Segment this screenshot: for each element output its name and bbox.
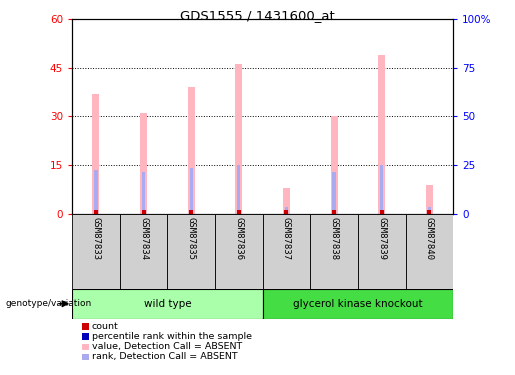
Text: rank, Detection Call = ABSENT: rank, Detection Call = ABSENT — [92, 352, 237, 362]
Bar — [235, 64, 243, 214]
Text: GSM87836: GSM87836 — [234, 217, 243, 261]
Text: GSM87840: GSM87840 — [425, 217, 434, 261]
Bar — [331, 116, 338, 214]
Bar — [92, 93, 99, 214]
Point — [425, 209, 434, 215]
Text: GSM87834: GSM87834 — [139, 217, 148, 261]
Text: count: count — [92, 322, 118, 331]
Point — [140, 209, 148, 215]
Bar — [426, 184, 433, 214]
Bar — [263, 289, 453, 319]
Bar — [285, 207, 288, 214]
Bar — [215, 214, 263, 289]
Point — [377, 209, 386, 215]
Bar — [190, 168, 193, 214]
Bar — [358, 214, 405, 289]
Bar — [187, 87, 195, 214]
Text: GSM87833: GSM87833 — [92, 217, 100, 261]
Bar — [72, 289, 263, 319]
Text: value, Detection Call = ABSENT: value, Detection Call = ABSENT — [92, 342, 242, 351]
Point — [92, 209, 100, 215]
Bar — [333, 171, 336, 214]
Bar — [263, 214, 310, 289]
Text: GSM87839: GSM87839 — [377, 217, 386, 261]
Bar — [378, 54, 385, 214]
Point — [282, 209, 290, 215]
Point — [235, 209, 243, 215]
Text: percentile rank within the sample: percentile rank within the sample — [92, 332, 252, 341]
Text: GDS1555 / 1431600_at: GDS1555 / 1431600_at — [180, 9, 335, 22]
Text: GSM87837: GSM87837 — [282, 217, 291, 261]
Bar — [119, 214, 167, 289]
Text: GSM87838: GSM87838 — [330, 217, 338, 261]
Text: GSM87835: GSM87835 — [187, 217, 196, 261]
Bar — [72, 214, 119, 289]
Text: glycerol kinase knockout: glycerol kinase knockout — [293, 299, 423, 309]
Bar — [310, 214, 358, 289]
Text: genotype/variation: genotype/variation — [5, 299, 91, 308]
Bar — [167, 214, 215, 289]
Bar — [142, 171, 145, 214]
Bar — [237, 165, 241, 214]
Text: wild type: wild type — [144, 299, 191, 309]
Bar — [283, 188, 290, 214]
Bar — [428, 207, 431, 214]
Bar — [380, 165, 383, 214]
Bar — [405, 214, 453, 289]
Point — [187, 209, 195, 215]
Bar — [140, 113, 147, 214]
Point — [330, 209, 338, 215]
Bar — [94, 170, 97, 214]
